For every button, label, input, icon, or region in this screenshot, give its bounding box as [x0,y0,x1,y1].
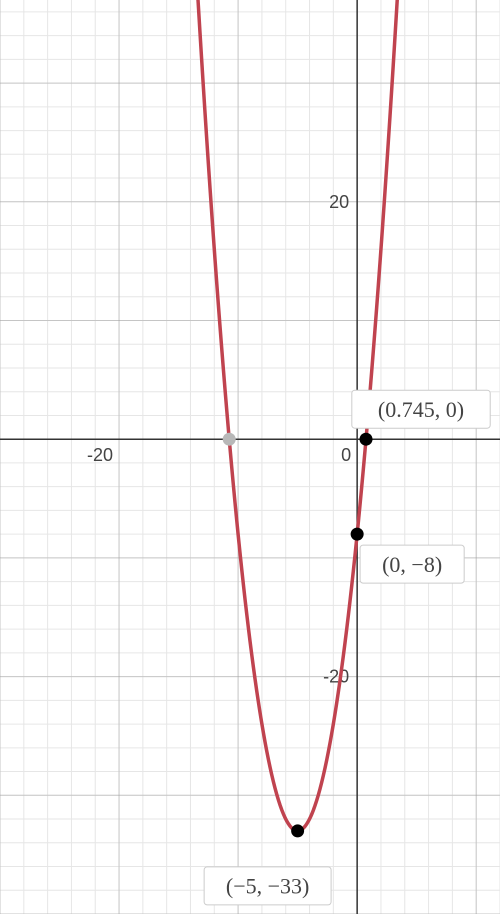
point-label: (0, −8) [382,552,442,577]
parabola-chart: -20 0 20 -20 (0.745, 0) (0, −8) (−5, −33) [0,0,500,914]
y-tick-label: 20 [329,192,349,212]
point-marker [360,433,373,446]
x-tick-label: -20 [87,445,113,465]
chart-bg [0,0,500,914]
point-marker [351,528,364,541]
point-label: (−5, −33) [226,874,309,899]
x-tick-label: 0 [341,445,351,465]
point-marker [291,824,304,837]
point-marker [223,433,236,446]
y-tick-label: -20 [323,667,349,687]
point-label: (0.745, 0) [378,397,464,422]
